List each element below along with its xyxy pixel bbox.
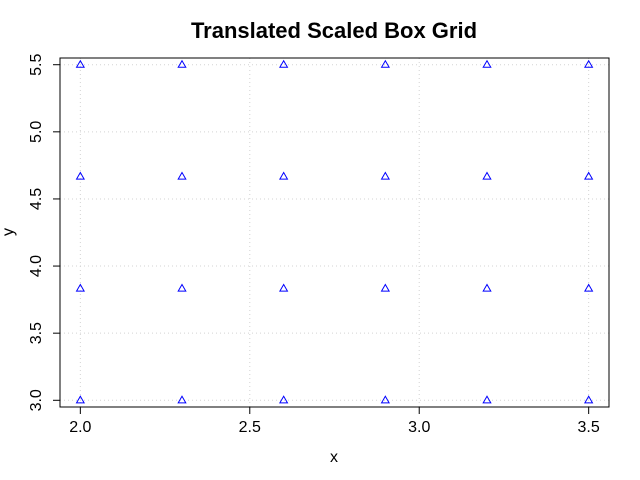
data-point-0-0 bbox=[75, 395, 85, 404]
data-point-0-17 bbox=[584, 171, 594, 180]
data-point-0-3 bbox=[380, 395, 390, 404]
x-tick-label-2: 3.0 bbox=[408, 419, 430, 436]
data-point-0-5 bbox=[584, 395, 594, 404]
data-point-0-10 bbox=[482, 283, 492, 292]
data-point-0-6 bbox=[75, 283, 85, 292]
data-points bbox=[75, 59, 594, 404]
grid-lines bbox=[60, 58, 609, 407]
x-tick-label-3: 3.5 bbox=[578, 419, 600, 436]
data-point-0-19 bbox=[177, 59, 187, 68]
data-point-0-7 bbox=[177, 283, 187, 292]
data-point-0-23 bbox=[584, 59, 594, 68]
data-point-0-1 bbox=[177, 395, 187, 404]
data-point-0-14 bbox=[279, 171, 289, 180]
y-tick-label-4: 5.0 bbox=[28, 121, 45, 143]
x-tick-label-0: 2.0 bbox=[69, 419, 91, 436]
data-point-0-21 bbox=[380, 59, 390, 68]
y-tick-label-5: 5.5 bbox=[28, 53, 45, 75]
y-axis: 3.0 3.5 4.0 4.5 5.0 5.5 bbox=[28, 53, 60, 411]
data-point-0-9 bbox=[380, 283, 390, 292]
data-point-0-22 bbox=[482, 59, 492, 68]
y-axis-label: y bbox=[0, 228, 17, 236]
data-point-0-2 bbox=[279, 395, 289, 404]
y-tick-label-3: 4.5 bbox=[28, 188, 45, 210]
plot-frame bbox=[59, 57, 610, 408]
data-point-0-15 bbox=[380, 171, 390, 180]
data-point-0-18 bbox=[75, 59, 85, 68]
y-tick-label-1: 3.5 bbox=[28, 322, 45, 344]
y-tick-label-0: 3.0 bbox=[28, 389, 45, 411]
data-point-0-13 bbox=[177, 171, 187, 180]
x-axis-label: x bbox=[330, 449, 338, 466]
data-point-0-4 bbox=[482, 395, 492, 404]
data-point-0-11 bbox=[584, 283, 594, 292]
x-axis: 2.0 2.5 3.0 3.5 bbox=[69, 407, 600, 436]
chart-title: Translated Scaled Box Grid bbox=[191, 18, 477, 43]
y-tick-label-2: 4.0 bbox=[28, 255, 45, 277]
data-point-0-20 bbox=[279, 59, 289, 68]
data-point-0-8 bbox=[279, 283, 289, 292]
data-point-0-16 bbox=[482, 171, 492, 180]
data-point-0-12 bbox=[75, 171, 85, 180]
x-tick-label-1: 2.5 bbox=[239, 419, 261, 436]
